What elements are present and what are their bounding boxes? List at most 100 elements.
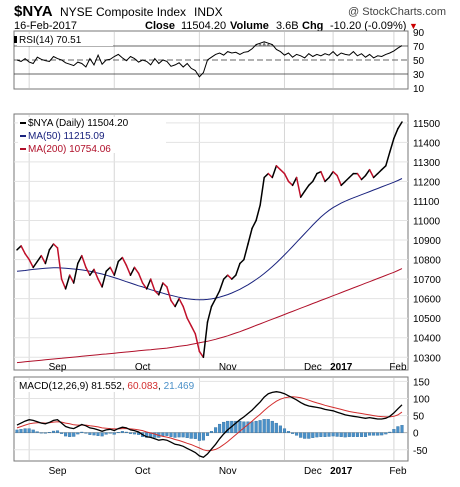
macd-hist-bar (355, 432, 359, 437)
price-segment (397, 121, 403, 130)
price-tick-11500: 11500 (413, 119, 441, 130)
macd-hist-bar (205, 432, 210, 436)
symbol-title: $NYA (14, 3, 53, 20)
price-legend: $NYA (Daily) 11504.20 MA(50) 11215.09 MA(2… (20, 118, 129, 155)
macd-hist-bar (51, 430, 56, 433)
macd-hist-bar (116, 432, 120, 433)
price-tick-10800: 10800 (413, 256, 441, 267)
price-segment (279, 168, 286, 175)
macd-panel: -50 0 50 100 150 MACD(12,26,9) 81.552, 60.08… (13, 376, 430, 477)
price-segment (28, 258, 34, 269)
price-tick-10600: 10600 (413, 295, 441, 306)
macd-hist-bar (303, 432, 307, 439)
macd-hist-bar (165, 432, 169, 436)
chart-date: 16-Feb-2017 (14, 20, 77, 32)
price-segment (170, 299, 176, 308)
macd-hist-bar (60, 432, 64, 434)
macd-hist-bar (209, 431, 214, 433)
price-segment (324, 176, 330, 183)
price-tick-11100: 11100 (413, 197, 440, 208)
macd-hist-bar (47, 432, 51, 433)
macd-hist-bar (19, 429, 23, 433)
price-segment (303, 184, 310, 192)
price-tick-11300: 11300 (413, 158, 441, 169)
rsi-overbought-fill (254, 41, 404, 46)
price-segment (202, 321, 209, 359)
macd-hist-bar (311, 432, 315, 438)
price-segment (210, 297, 217, 308)
macd-hist-bar (193, 432, 197, 439)
macd-hist-bar (23, 428, 27, 433)
macd-hist-bar (363, 432, 368, 437)
macd-hist-bar (31, 429, 35, 433)
macd-hist-bar (323, 432, 327, 437)
price-segment (271, 165, 278, 179)
price-tick-10300: 10300 (413, 353, 441, 364)
price-segment (308, 180, 314, 187)
macd-hist-bar (201, 432, 205, 441)
price-segment (85, 266, 91, 276)
price-segment (231, 274, 237, 280)
price-x-label-0: Sep (49, 362, 67, 373)
macd-hist-bar (376, 432, 380, 436)
price-segment (198, 350, 205, 359)
price-tick-11400: 11400 (413, 138, 441, 149)
macd-hist-bar (307, 432, 311, 439)
macd-tick-50: 50 (413, 412, 425, 423)
macd-hist-bar (392, 429, 396, 433)
macd-hist-bar (145, 432, 149, 438)
price-segment (295, 176, 302, 198)
macd-hist-bar (331, 432, 335, 437)
price-segment (376, 168, 383, 175)
price-segment (267, 172, 274, 179)
price-segment (89, 268, 95, 276)
macd-legend-bg (17, 380, 199, 392)
macd-hist-bar (68, 432, 72, 437)
macd-hist-bar (92, 432, 96, 436)
price-segment (64, 274, 71, 290)
price-segment (255, 204, 261, 222)
price-segment (149, 278, 156, 292)
chg-label: Chg (302, 20, 323, 32)
price-segment (117, 256, 124, 263)
macd-hist-bar (108, 432, 112, 434)
price-segment (178, 297, 184, 308)
macd-axis: -50 0 50 100 150 (413, 377, 430, 456)
macd-hist-bar (189, 432, 193, 439)
macd-hist-bar (132, 432, 137, 435)
price-segment (121, 256, 128, 267)
macd-hist-bar (335, 432, 339, 437)
macd-hist-bar (319, 432, 323, 437)
price-segment (218, 278, 225, 292)
macd-hist-bar (372, 432, 376, 436)
price-segment (24, 252, 30, 261)
macd-hist-bar (274, 422, 278, 433)
macd-hist-bar (388, 431, 392, 433)
price-segment (275, 165, 282, 171)
price-tick-11200: 11200 (413, 177, 441, 188)
macd-hist-bar (380, 432, 384, 436)
macd-histogram (15, 419, 404, 441)
price-segment (158, 282, 164, 296)
price-segment (162, 282, 168, 288)
macd-hist-bar (185, 432, 189, 438)
macd-hist-bar (76, 432, 80, 435)
price-segment (32, 260, 39, 269)
price-segment (125, 264, 132, 276)
price-segment (81, 254, 87, 269)
ma50-line (16, 178, 403, 301)
price-tick-11000: 11000 (413, 217, 441, 228)
price-segment (332, 170, 338, 177)
rsi-legend-icon (14, 36, 17, 43)
price-segment (77, 254, 83, 265)
price-segment (97, 278, 103, 288)
rsi-axis: 10 30 50 70 90 (413, 28, 425, 95)
price-segment (389, 137, 395, 153)
price-segment (235, 262, 241, 276)
macd-hist-bar (295, 432, 299, 436)
macd-hist-bar (278, 425, 282, 433)
price-segment (348, 172, 355, 179)
close-label: Close (145, 20, 175, 32)
